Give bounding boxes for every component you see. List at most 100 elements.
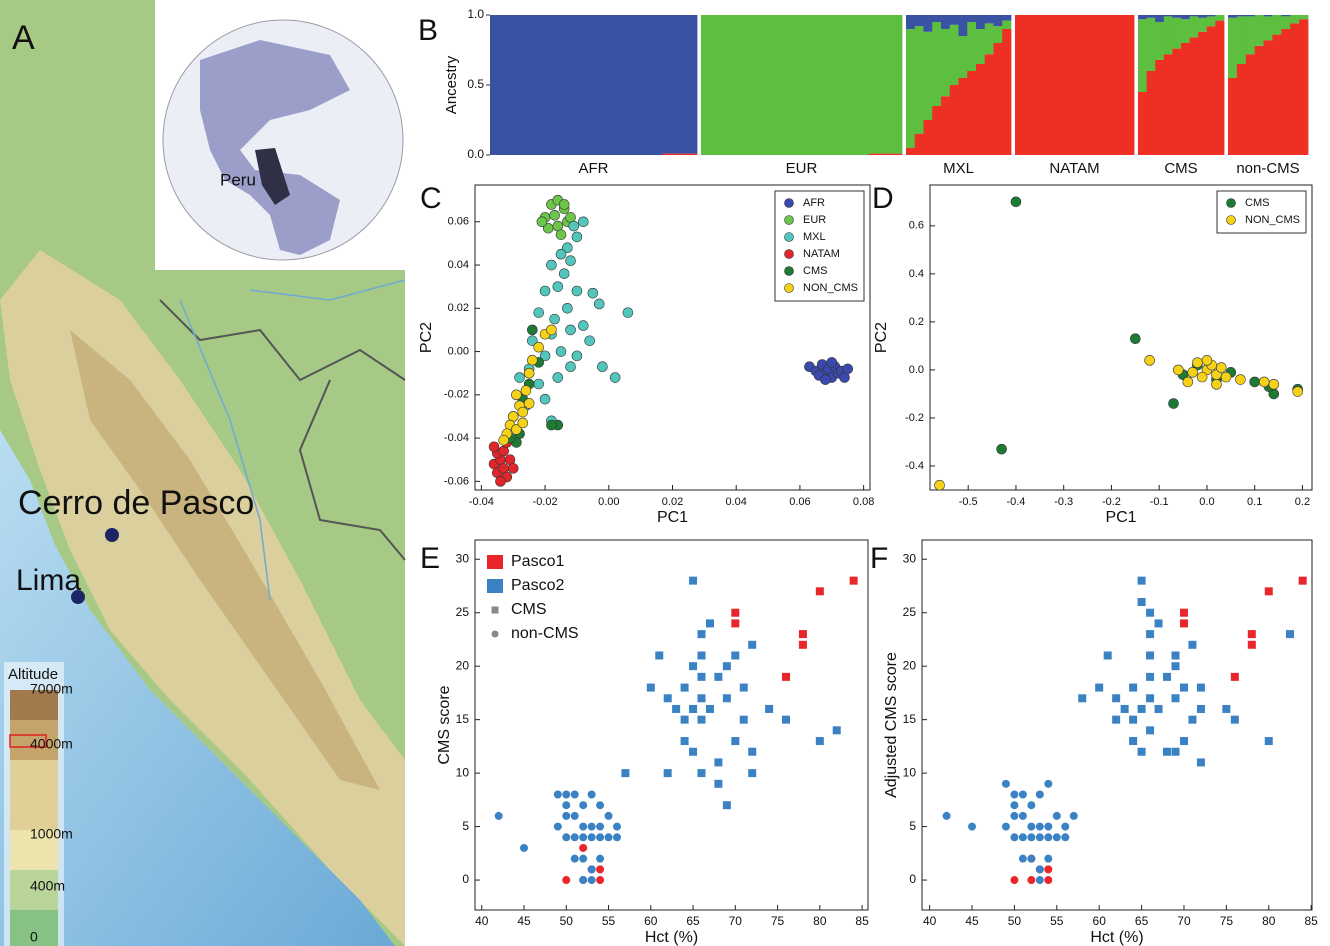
x-tick-label: MXL [943, 160, 974, 177]
bar-segment [1281, 29, 1290, 155]
point [588, 833, 596, 841]
point [1138, 748, 1146, 756]
point [596, 855, 604, 863]
point [524, 368, 534, 378]
point [706, 705, 714, 713]
point [588, 865, 596, 873]
x-tick-label: 0.0 [1199, 496, 1214, 508]
y-tick-label: 5 [909, 819, 916, 833]
x-tick-label: -0.2 [1102, 496, 1121, 508]
bar-segment [1272, 35, 1281, 155]
bar-segment [1264, 16, 1273, 40]
bar-segment [525, 15, 560, 155]
point [997, 444, 1007, 454]
x-axis-label: PC1 [1105, 509, 1136, 526]
point [613, 823, 621, 831]
point [1070, 812, 1078, 820]
point [1061, 833, 1069, 841]
bar-segment [932, 106, 941, 155]
bar-segment [1181, 15, 1190, 19]
legend-tick: 4000m [30, 736, 73, 752]
point [1010, 801, 1018, 809]
y-tick-label: -0.04 [444, 432, 469, 444]
point [1138, 577, 1146, 585]
y-tick-label: -0.06 [444, 475, 469, 487]
x-tick-label: 45 [965, 914, 979, 928]
point [1299, 577, 1307, 585]
x-axis-label: Hct (%) [645, 929, 698, 946]
legend-marker [785, 284, 794, 293]
bar-segment [941, 96, 950, 155]
point [689, 705, 697, 713]
y-axis-label: PC2 [418, 322, 435, 353]
point [596, 833, 604, 841]
bar-segment [869, 15, 903, 154]
y-tick-label: 0.06 [448, 216, 469, 228]
point [621, 769, 629, 777]
point [1197, 684, 1205, 692]
point [1078, 694, 1086, 702]
bar-segment [1155, 15, 1164, 22]
point [554, 791, 562, 799]
point [1146, 609, 1154, 617]
point [1010, 812, 1018, 820]
legend-tick: 7000m [30, 681, 73, 697]
bar-segment [1114, 15, 1134, 155]
point [723, 694, 731, 702]
x-tick-label: 80 [1262, 914, 1276, 928]
y-axis-label: CMS score [436, 685, 453, 764]
point [556, 347, 566, 357]
bar-segment [994, 26, 1003, 43]
point [1180, 737, 1188, 745]
point [1180, 684, 1188, 692]
y-tick-label: -0.4 [905, 460, 924, 472]
bar-segment [802, 15, 836, 155]
point [731, 651, 739, 659]
point [534, 308, 544, 318]
point [572, 351, 582, 361]
point [1231, 673, 1239, 681]
point [1010, 833, 1018, 841]
legend-label: EUR [803, 214, 826, 226]
bar-segment [1198, 15, 1207, 18]
x-tick-label: 85 [855, 914, 869, 928]
bar-segment [1155, 60, 1164, 155]
point [731, 609, 739, 617]
point [698, 630, 706, 638]
point [1044, 823, 1052, 831]
y-axis-label: Adjusted CMS score [883, 652, 900, 798]
x-tick-label: 75 [1220, 914, 1234, 928]
bar-segment [835, 15, 869, 155]
point [579, 823, 587, 831]
y-tick-label: 0 [462, 872, 469, 886]
bar-segment [869, 154, 903, 155]
bar-segment [1299, 19, 1308, 155]
bar-segment [1207, 26, 1216, 155]
point [765, 705, 773, 713]
point [723, 801, 731, 809]
point [527, 355, 537, 365]
point [596, 823, 604, 831]
point [572, 232, 582, 242]
point [571, 833, 579, 841]
point [569, 221, 579, 231]
point [588, 823, 596, 831]
point [1002, 780, 1010, 788]
point [1036, 865, 1044, 873]
point [689, 662, 697, 670]
point [698, 673, 706, 681]
bar-segment [994, 15, 1003, 26]
point [1044, 876, 1052, 884]
bar-segment [924, 120, 933, 155]
bar-segment [1172, 15, 1181, 18]
point [1146, 630, 1154, 638]
point [572, 286, 582, 296]
bar-segment [1272, 15, 1281, 35]
bar-segment [985, 54, 994, 155]
point [1019, 855, 1027, 863]
point [554, 823, 562, 831]
bar-segment [985, 15, 994, 23]
y-tick-label: 1.0 [467, 7, 484, 21]
y-tick-label: 0.04 [448, 259, 469, 271]
point [1036, 823, 1044, 831]
